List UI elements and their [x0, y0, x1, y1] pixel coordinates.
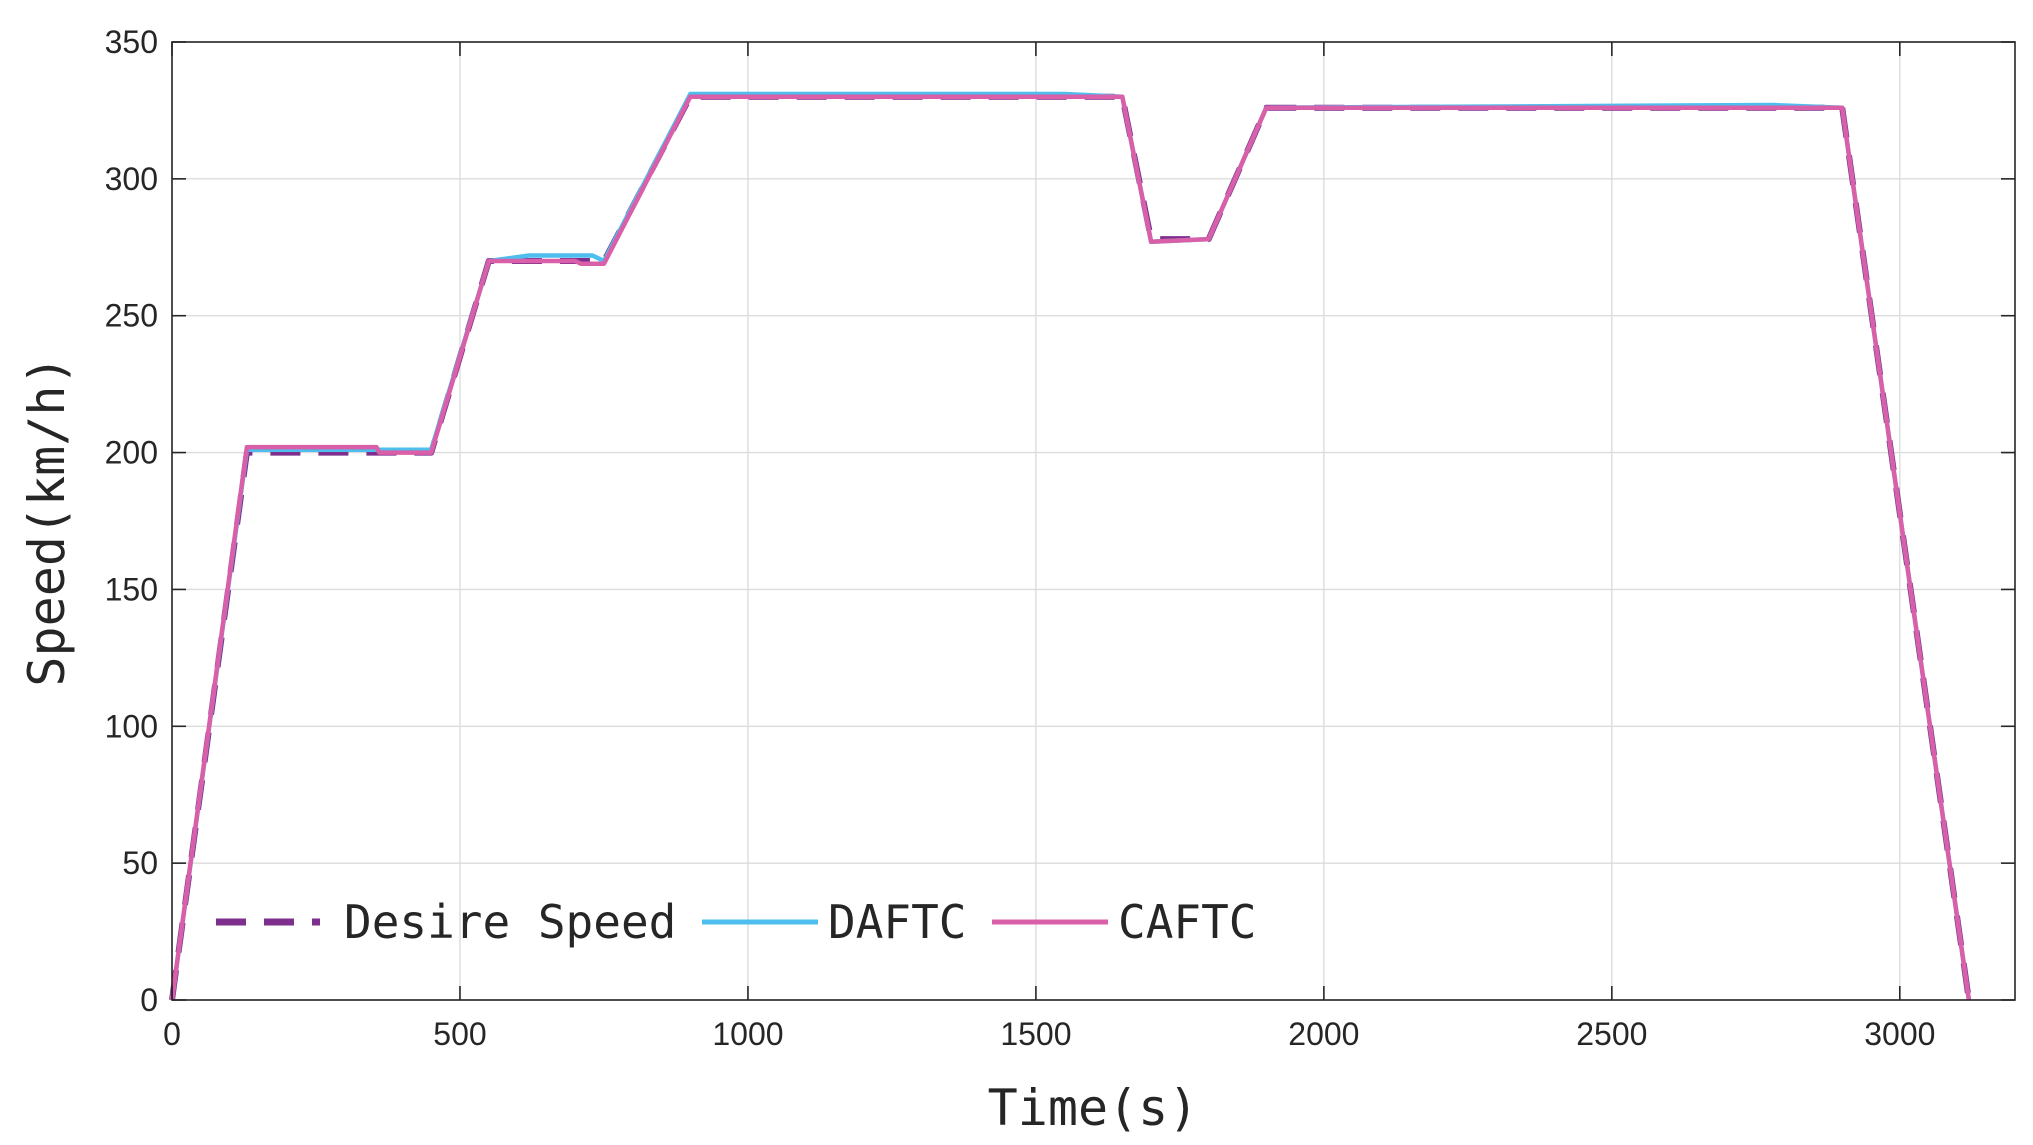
y-tick-label: 200: [105, 435, 158, 471]
legend-label: CAFTC: [1118, 895, 1256, 949]
x-tick-label: 2500: [1576, 1016, 1647, 1052]
y-tick-label: 150: [105, 571, 158, 607]
x-tick-label: 1000: [712, 1016, 783, 1052]
x-tick-label: 1500: [1000, 1016, 1071, 1052]
plot-frame: [171, 41, 2016, 1001]
y-tick-label: 300: [105, 161, 158, 197]
y-tick-label: 350: [105, 24, 158, 60]
x-tick-label: 3000: [1864, 1016, 1935, 1052]
axis-ticks: 0 500 1000 1500 2000 2500 3000 0 50 100 150 200 250 3…: [105, 24, 2015, 1052]
x-tick-label: 500: [433, 1016, 486, 1052]
y-tick-label: 50: [122, 845, 158, 881]
series-lines: [169, 91, 1972, 1001]
legend: Desire Speed DAFTC CAFTC: [216, 895, 1256, 949]
legend-label: Desire Speed: [344, 895, 676, 949]
plot-area: [172, 42, 2015, 1000]
y-tick-label: 250: [105, 298, 158, 334]
y-tick-label: 0: [140, 982, 158, 1018]
series-line-caftc: [169, 94, 1972, 1001]
x-tick-label: 2000: [1288, 1016, 1359, 1052]
y-tick-label: 100: [105, 708, 158, 744]
y-axis-title: Speed(km/h): [18, 355, 76, 686]
legend-label: DAFTC: [828, 895, 966, 949]
x-tick-label: 0: [163, 1016, 181, 1052]
x-axis-title: Time(s): [988, 1079, 1199, 1137]
